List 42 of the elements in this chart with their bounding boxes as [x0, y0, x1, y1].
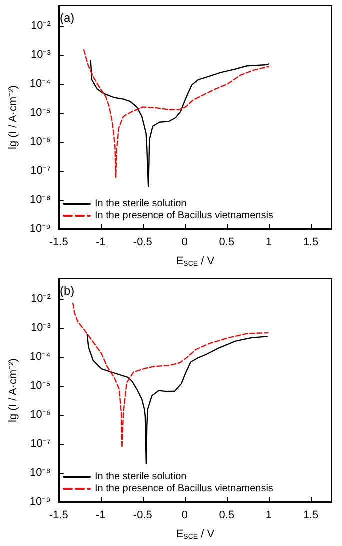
y-tick-label: 10⁻⁶: [30, 136, 51, 148]
legend-label: In the presence of Bacillus vietnamensis: [95, 210, 274, 222]
annotation: (a): [60, 11, 75, 25]
y-tick-label: 10⁻⁸: [30, 467, 51, 480]
y-tick-label: 10⁻⁴: [30, 351, 52, 364]
y-tick-label: 10⁻⁶: [30, 409, 51, 422]
legend-label: In the sterile solution: [95, 472, 187, 482]
y-tick-label: 10⁻⁷: [30, 438, 51, 450]
x-tick-label: 0.5: [219, 510, 235, 522]
y-axis-title: lg (I / A·cm⁻²): [8, 86, 20, 150]
x-tick-label: 1.5: [303, 510, 319, 522]
y-tick-label: 10⁻⁵: [30, 380, 51, 392]
y-tick-label: 10⁻²: [30, 20, 52, 32]
y-tick-label: 10⁻²: [30, 293, 52, 306]
y-tick-label: 10⁻³: [30, 49, 52, 62]
x-tick-label: -1: [96, 236, 106, 248]
line-series: [86, 334, 268, 464]
y-tick-label: 10⁻⁷: [30, 165, 51, 178]
y-axis-title: lg (I / A·cm⁻²): [8, 358, 20, 422]
x-tick-label: -1: [96, 510, 106, 522]
legend-label: In the sterile solution: [95, 198, 187, 210]
x-tick-label: 0: [182, 236, 188, 248]
line-series: [83, 50, 270, 178]
legend-label: In the presence of Bacillus vietnamensis: [95, 484, 274, 494]
y-tick-label: 10⁻⁴: [30, 78, 52, 90]
x-tick-label: -1.5: [49, 236, 68, 248]
line-series: [90, 60, 270, 188]
y-tick-label: 10⁻⁵: [30, 107, 51, 120]
x-tick-label: 0.5: [219, 236, 235, 248]
y-tick-label: 10⁻³: [30, 322, 52, 334]
annotation: (b): [60, 284, 75, 298]
x-tick-label: 1: [266, 510, 272, 522]
x-tick-label: 0: [182, 510, 188, 522]
x-tick-label: 1: [266, 236, 272, 248]
line-series: [72, 302, 269, 448]
x-tick-label: -1.5: [49, 510, 68, 522]
x-tick-label: 1.5: [303, 236, 319, 248]
y-tick-label: 10⁻⁸: [30, 194, 51, 206]
x-tick-label: -0.5: [133, 510, 152, 522]
y-tick-label: 10⁻⁹: [30, 496, 51, 508]
x-tick-label: -0.5: [133, 236, 152, 248]
y-tick-label: 10⁻⁹: [30, 223, 51, 235]
